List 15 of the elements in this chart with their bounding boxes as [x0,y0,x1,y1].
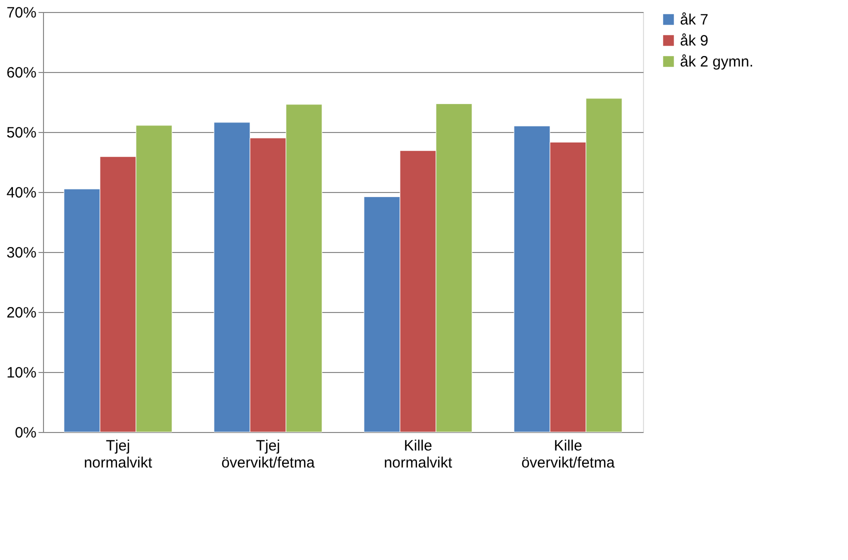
y-tick-label: 50% [6,124,36,142]
y-tick-label: 10% [6,364,36,382]
y-tick-label: 70% [6,4,36,22]
y-tick-label: 0% [14,424,36,442]
x-tick-label: Kille övervikt/fetma [521,438,616,472]
x-tick-label: Tjej övervikt/fetma [221,438,316,472]
y-tick-label: 40% [6,184,36,202]
legend-label: åk 2 gymn. [680,54,754,70]
y-tick-label: 60% [6,64,36,82]
y-tick-label: 30% [6,244,36,262]
y-tick-label: 20% [6,304,36,322]
x-tick-label: Kille normalvikt [384,438,453,472]
legend-label: åk 7 [680,12,708,28]
legend-label: åk 9 [680,32,708,50]
x-tick-label: Tjej normalvikt [84,438,153,472]
